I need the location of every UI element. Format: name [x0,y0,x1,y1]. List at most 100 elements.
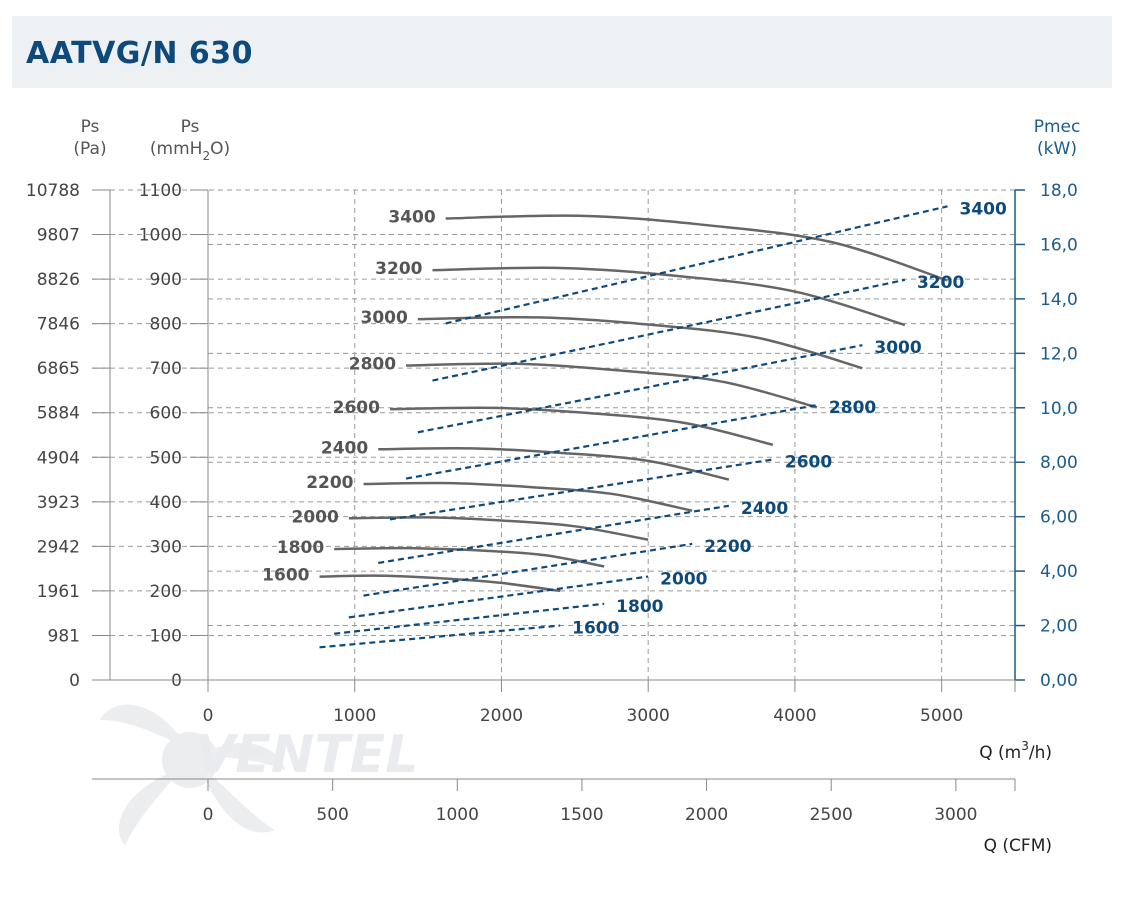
power-curve-3200 [432,278,906,382]
pa-tick-label: 7846 [37,315,80,335]
mmh2o-tick-label: 800 [150,315,182,335]
cfm-tick-label: 0 [203,805,214,825]
mmh2o-tick-label: 700 [150,359,182,379]
cfm-tick-label: 1000 [436,805,479,825]
pmec-tick-label: 12,0 [1040,344,1078,364]
pressure-curve-label-3400: 3400 [388,208,435,228]
pa-axis-unit: (Pa) [73,139,106,159]
pressure-curve-2400 [378,446,730,481]
cfm-tick-label: 2000 [685,805,728,825]
chart-labels: 1600180020002200240026002800300032003400… [262,199,1007,638]
pmec-tick-label: 14,0 [1040,290,1078,310]
power-curve-1600 [319,624,561,649]
pmec-tick-label: 16,0 [1040,235,1078,255]
pa-tick-label: 8826 [37,270,80,290]
pressure-curve-2000 [348,516,649,541]
cfm-tick-label: 1500 [560,805,603,825]
power-curve-label-3200: 3200 [917,273,964,293]
power-curve-label-1800: 1800 [616,597,663,617]
ventel-watermark: VENTEL [100,704,418,845]
pmec-tick-label: 10,0 [1040,399,1078,419]
mmh2o-axis-title: Ps [181,117,200,137]
pressure-curve-1600 [319,574,561,593]
pressure-curve-3200 [432,266,906,327]
mmh2o-tick-label: 300 [150,537,182,557]
mmh2o-tick-label: 1000 [139,226,182,246]
pmec-axis-unit: (kW) [1037,139,1077,159]
power-curve-1800 [334,602,605,635]
power-curve-2400 [378,504,730,565]
pressure-curve-1800 [334,546,605,568]
mmh2o-tick-label: 400 [150,493,182,513]
power-curve-2600 [389,458,774,521]
pa-tick-label: 10788 [26,181,80,201]
power-curve-label-2200: 2200 [704,537,751,557]
title-bar: AATVG/N 630 [12,16,1112,88]
mmh2o-tick-label: 500 [150,448,182,468]
cfm-tick-label: 3000 [934,805,977,825]
pa-tick-label: 4904 [37,448,80,468]
pressure-curve-label-2800: 2800 [349,355,396,375]
pa-tick-label: 5884 [37,404,80,424]
chart-grid [92,189,1015,681]
power-curve-2000 [348,575,649,619]
cfm-axis-title: Q (CFM) [984,836,1052,856]
pmec-tick-label: 0,00 [1040,671,1078,691]
qm3h-tick-label: 5000 [920,706,963,726]
pa-tick-label: 9807 [37,226,80,246]
pmec-tick-label: 8,00 [1040,453,1078,473]
pa-tick-label: 3923 [37,493,80,513]
qm3h-tick-label: 4000 [773,706,816,726]
pmec-tick-label: 18,0 [1040,181,1078,201]
power-curve-label-3000: 3000 [874,338,921,358]
pressure-curve-2200 [363,481,693,512]
pressure-curve-3000 [417,315,863,370]
pa-tick-label: 981 [48,626,80,646]
qm3h-tick-label: 0 [203,706,214,726]
pmec-tick-label: 4,00 [1040,562,1078,582]
pa-axis-title: Ps [81,117,100,137]
pmec-axis-title: Pmec [1034,117,1081,137]
qm3h-tick-label: 2000 [480,706,523,726]
pressure-curve-label-1800: 1800 [277,538,324,558]
pressure-curve-label-3200: 3200 [375,259,422,279]
pressure-curve-label-2400: 2400 [321,438,368,458]
pressure-curve-label-3000: 3000 [360,308,407,328]
watermark-text: VENTEL [195,725,418,785]
power-curve-label-2800: 2800 [829,398,876,418]
chart-title: AATVG/N 630 [26,36,254,71]
pressure-curve-2600 [389,406,774,447]
power-curve-2200 [363,542,693,597]
pmec-tick-label: 6,00 [1040,508,1078,528]
chart-series [319,205,948,649]
power-curve-3000 [417,344,863,434]
mmh2o-tick-label: 900 [150,270,182,290]
mmh2o-tick-label: 1100 [139,181,182,201]
pressure-curve-label-2000: 2000 [292,507,339,527]
pa-tick-label: 2942 [37,537,80,557]
mmh2o-tick-label: 100 [150,626,182,646]
pressure-curve-label-1600: 1600 [262,566,309,586]
cfm-tick-label: 2500 [810,805,853,825]
mmh2o-tick-label: 200 [150,582,182,602]
pa-tick-label: 0 [69,671,80,691]
pressure-curve-2800 [406,362,818,409]
pa-tick-label: 6865 [37,359,80,379]
pa-tick-label: 1961 [37,582,80,602]
qm3h-tick-label: 1000 [333,706,376,726]
power-curve-label-2000: 2000 [660,570,707,590]
pmec-tick-label: 2,00 [1040,617,1078,637]
pressure-curve-label-2600: 2600 [333,398,380,418]
power-curve-label-3400: 3400 [960,199,1007,219]
power-curve-label-1600: 1600 [572,619,619,639]
pressure-curve-3400 [445,214,948,282]
power-curve-3400 [445,205,948,325]
cfm-tick-label: 500 [316,805,348,825]
chart-axes: 10788 9807 8826 7846 6865 5884 4904 3923 2942 196… [26,117,1080,856]
power-curve-label-2400: 2400 [741,499,788,519]
pressure-curve-label-2200: 2200 [306,473,353,493]
power-curve-label-2600: 2600 [785,453,832,473]
mmh2o-axis-unit: (mmH2O) [150,139,230,163]
qm3h-axis-title: Q (m3/h) [979,739,1052,763]
